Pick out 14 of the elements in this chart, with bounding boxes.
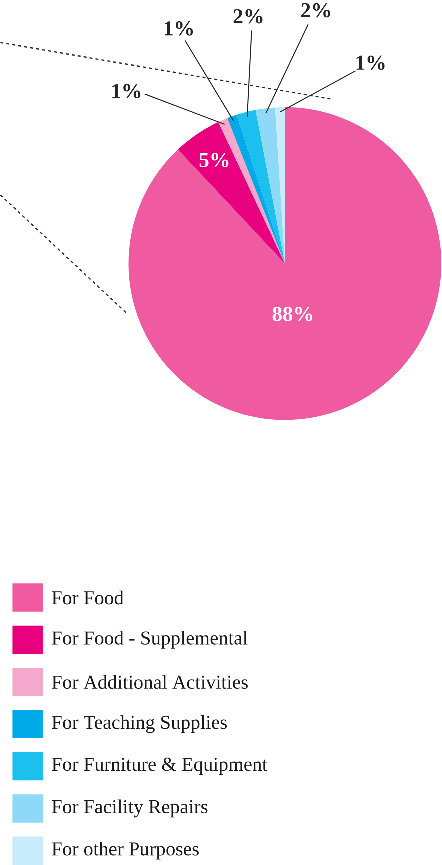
legend-label: For Additional Activities	[52, 675, 248, 690]
data-label: 2%	[302, 3, 331, 18]
legend-label: For Food	[52, 590, 124, 605]
data-label: 5%	[200, 153, 229, 168]
legend-label: For Teaching Supplies	[52, 715, 228, 734]
legend-label: For Furniture & Equipment	[52, 758, 268, 776]
legend-label: For Facility Repairs	[52, 800, 208, 818]
data-label: 1%	[165, 22, 194, 36]
data-label: 1%	[112, 84, 141, 98]
data-label: 1%	[357, 56, 386, 70]
data-label: 88%	[273, 307, 313, 322]
legend-label: For Food - Supplemental	[52, 631, 248, 649]
legend-label: For other Purposes	[52, 842, 200, 860]
data-label: 2%	[234, 9, 263, 24]
